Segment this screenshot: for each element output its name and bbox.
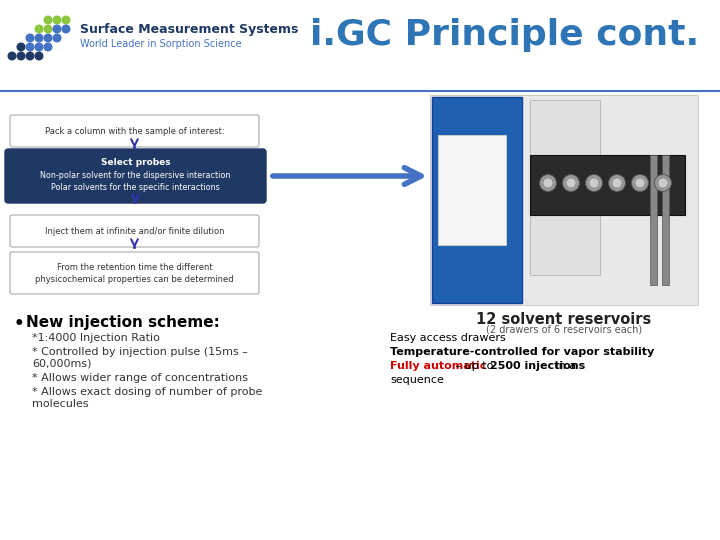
Bar bbox=[438, 135, 506, 245]
Text: *1:4000 Injection Ratio: *1:4000 Injection Ratio bbox=[32, 333, 160, 343]
FancyBboxPatch shape bbox=[5, 149, 266, 203]
Circle shape bbox=[631, 174, 649, 192]
Circle shape bbox=[589, 178, 599, 188]
Text: Non-polar solvent for the dispersive interaction: Non-polar solvent for the dispersive int… bbox=[40, 171, 230, 179]
Circle shape bbox=[35, 43, 42, 51]
Circle shape bbox=[53, 34, 60, 42]
Text: sequence: sequence bbox=[390, 375, 444, 385]
Circle shape bbox=[44, 34, 52, 42]
Circle shape bbox=[26, 34, 34, 42]
Circle shape bbox=[658, 178, 668, 188]
Circle shape bbox=[539, 174, 557, 192]
Circle shape bbox=[44, 16, 52, 24]
Circle shape bbox=[53, 16, 60, 24]
Circle shape bbox=[17, 52, 24, 60]
Circle shape bbox=[8, 52, 16, 60]
Circle shape bbox=[635, 178, 645, 188]
Text: * Controlled by injection pulse (15ms –: * Controlled by injection pulse (15ms – bbox=[32, 347, 248, 357]
Text: Surface Measurement Systems: Surface Measurement Systems bbox=[80, 24, 298, 37]
Text: 60,000ms): 60,000ms) bbox=[32, 359, 91, 369]
Circle shape bbox=[562, 174, 580, 192]
Bar bbox=[662, 155, 669, 285]
Text: Select probes: Select probes bbox=[101, 158, 171, 167]
Circle shape bbox=[26, 52, 34, 60]
Text: (2 drawers of 6 reservoirs each): (2 drawers of 6 reservoirs each) bbox=[486, 325, 642, 335]
Circle shape bbox=[566, 178, 576, 188]
FancyBboxPatch shape bbox=[10, 115, 259, 147]
Circle shape bbox=[35, 34, 42, 42]
FancyBboxPatch shape bbox=[10, 252, 259, 294]
Text: World Leader in Sorption Science: World Leader in Sorption Science bbox=[80, 39, 242, 49]
Text: •: • bbox=[14, 315, 24, 333]
Text: Polar solvents for the specific interactions: Polar solvents for the specific interact… bbox=[51, 183, 220, 192]
Text: physicochemical properties can be determined: physicochemical properties can be determ… bbox=[35, 275, 234, 285]
Circle shape bbox=[44, 25, 52, 33]
FancyBboxPatch shape bbox=[10, 215, 259, 247]
Circle shape bbox=[35, 52, 42, 60]
Bar bbox=[530, 155, 685, 215]
Text: in a: in a bbox=[552, 361, 577, 371]
Text: Inject them at infinite and/or finite dilution: Inject them at infinite and/or finite di… bbox=[45, 226, 224, 235]
Bar bbox=[430, 95, 698, 305]
Bar bbox=[530, 100, 600, 275]
Text: Temperature-controlled for vapor stability: Temperature-controlled for vapor stabili… bbox=[390, 347, 654, 357]
Text: molecules: molecules bbox=[32, 399, 89, 409]
Text: 12 solvent reservoirs: 12 solvent reservoirs bbox=[477, 312, 652, 327]
Bar bbox=[650, 155, 657, 285]
Circle shape bbox=[62, 16, 70, 24]
Circle shape bbox=[612, 178, 622, 188]
Circle shape bbox=[35, 25, 42, 33]
Text: From the retention time the different: From the retention time the different bbox=[57, 263, 212, 272]
Circle shape bbox=[53, 25, 60, 33]
Circle shape bbox=[17, 43, 24, 51]
Circle shape bbox=[654, 174, 672, 192]
Circle shape bbox=[26, 43, 34, 51]
Text: Easy access drawers: Easy access drawers bbox=[390, 333, 505, 343]
Text: 2500 injections: 2500 injections bbox=[490, 361, 585, 371]
Text: Fully automatic: Fully automatic bbox=[390, 361, 487, 371]
Circle shape bbox=[62, 25, 70, 33]
Text: New injection scheme:: New injection scheme: bbox=[26, 315, 220, 330]
Circle shape bbox=[543, 178, 553, 188]
Text: i.GC Principle cont.: i.GC Principle cont. bbox=[310, 18, 699, 52]
Text: * Allows wider range of concentrations: * Allows wider range of concentrations bbox=[32, 373, 248, 383]
Circle shape bbox=[585, 174, 603, 192]
Text: * Allows exact dosing of number of probe: * Allows exact dosing of number of probe bbox=[32, 387, 262, 397]
Bar bbox=[432, 97, 522, 303]
Circle shape bbox=[608, 174, 626, 192]
Circle shape bbox=[44, 43, 52, 51]
Text: – up to: – up to bbox=[452, 361, 498, 371]
Text: Pack a column with the sample of interest:: Pack a column with the sample of interes… bbox=[45, 126, 225, 136]
